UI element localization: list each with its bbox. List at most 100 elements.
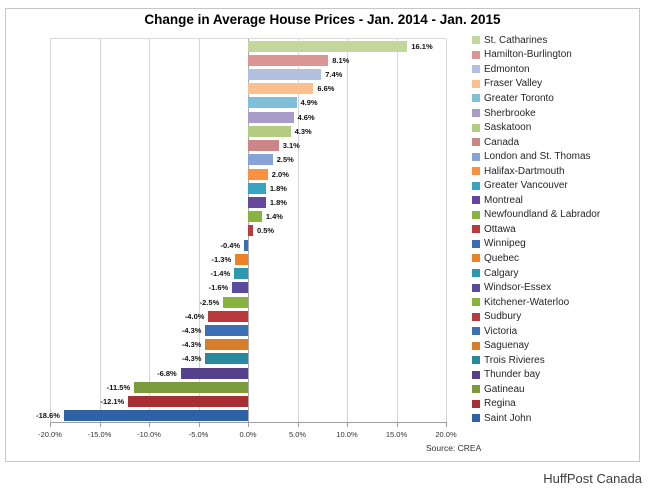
- legend-swatch: [472, 181, 480, 190]
- bar: [248, 154, 273, 166]
- bar-value-label: -4.0%: [184, 311, 205, 321]
- legend-swatch: [472, 385, 480, 394]
- bar-value-label: 8.1%: [332, 55, 350, 65]
- legend-label: Quebec: [484, 252, 520, 264]
- legend-label: Thunder bay: [484, 369, 541, 381]
- source-note: Source: CREA: [426, 443, 482, 453]
- bar-value-label: 4.9%: [300, 98, 318, 108]
- gridline: [446, 39, 447, 422]
- legend-swatch: [472, 356, 480, 365]
- x-axis-tick-label: -5.0%: [188, 430, 209, 439]
- bar-value-label: 7.4%: [325, 70, 343, 80]
- x-axis-tick-label: 10.0%: [336, 430, 358, 439]
- legend-swatch: [472, 94, 480, 103]
- x-axis-tick: [396, 423, 398, 427]
- bar-value-label: -0.4%: [220, 240, 241, 250]
- bar: [134, 381, 248, 393]
- gridline: [99, 39, 101, 422]
- gridline: [396, 39, 398, 422]
- bar-value-label: 1.8%: [269, 183, 287, 193]
- legend-item: Calgary: [472, 266, 640, 281]
- bar-value-label: -18.6%: [36, 411, 60, 421]
- bar-value-label: 3.1%: [282, 141, 300, 151]
- legend-label: Saint John: [484, 412, 532, 424]
- legend-label: Ottawa: [484, 223, 516, 235]
- legend-swatch: [472, 269, 480, 278]
- bar: [248, 97, 297, 109]
- credit-text: HuffPost Canada: [543, 471, 642, 486]
- bar: [248, 125, 291, 137]
- legend-label: Gatineau: [484, 383, 525, 395]
- bar-value-label: 1.8%: [269, 198, 287, 208]
- legend-label: Montreal: [484, 194, 523, 206]
- legend-swatch: [472, 283, 480, 292]
- bar: [232, 282, 248, 294]
- bar: [248, 54, 329, 66]
- bar: [205, 325, 248, 337]
- legend-item: Montreal: [472, 193, 640, 208]
- gridline: [198, 39, 200, 422]
- legend-label: Greater Vancouver: [484, 180, 568, 192]
- bar: [234, 268, 248, 280]
- legend-swatch: [472, 312, 480, 321]
- gridline: [149, 39, 150, 422]
- x-axis-line: [50, 422, 447, 423]
- legend-item: Trois Rivieres: [472, 353, 640, 368]
- legend-swatch: [472, 210, 480, 219]
- legend-item: Edmonton: [472, 62, 640, 77]
- bar: [248, 197, 266, 209]
- chart-frame: Change in Average House Prices - Jan. 20…: [5, 8, 640, 462]
- legend-item: Fraser Valley: [472, 77, 640, 92]
- bar: [248, 211, 262, 223]
- legend-swatch: [472, 370, 480, 379]
- bar: [248, 225, 253, 237]
- x-axis-tick: [198, 423, 200, 427]
- bar: [235, 253, 248, 265]
- chart-title: Change in Average House Prices - Jan. 20…: [144, 12, 501, 27]
- legend-item: Kitchener-Waterloo: [472, 295, 640, 310]
- legend-swatch: [472, 254, 480, 263]
- legend-swatch: [472, 414, 480, 423]
- legend-swatch: [472, 65, 480, 74]
- x-axis-tick: [347, 423, 348, 427]
- legend-item: Thunder bay: [472, 368, 640, 383]
- bar: [180, 367, 248, 379]
- legend-swatch: [472, 167, 480, 176]
- bar-value-label: -1.4%: [210, 269, 231, 279]
- x-axis-tick: [50, 423, 51, 427]
- legend-label: Canada: [484, 136, 520, 148]
- gridline: [297, 39, 299, 422]
- bar: [63, 410, 248, 422]
- legend-label: Windsor-Essex: [484, 282, 552, 294]
- bar: [248, 168, 268, 180]
- bar: [248, 83, 314, 95]
- bar-value-label: 6.6%: [317, 84, 335, 94]
- x-axis-tick-label: 20.0%: [435, 430, 457, 439]
- legend-item: Sherbrooke: [472, 106, 640, 121]
- legend-label: Sherbrooke: [484, 107, 536, 119]
- legend-item: Winnipeg: [472, 237, 640, 252]
- legend-item: Hamilton-Burlington: [472, 48, 640, 63]
- legend-label: Winnipeg: [484, 238, 526, 250]
- legend-item: Greater Toronto: [472, 91, 640, 106]
- legend-item: Windsor-Essex: [472, 280, 640, 295]
- bar-value-label: -2.5%: [199, 297, 220, 307]
- legend-swatch: [472, 341, 480, 350]
- legend-label: Halifax-Dartmouth: [484, 165, 565, 177]
- legend-item: Victoria: [472, 324, 640, 339]
- bar: [205, 339, 248, 351]
- bar: [128, 396, 248, 408]
- legend-swatch: [472, 109, 480, 117]
- bar: [205, 353, 248, 365]
- bar: [248, 111, 294, 123]
- legend-swatch: [472, 239, 480, 248]
- bar-value-label: -4.3%: [181, 340, 202, 350]
- legend-label: Victoria: [484, 325, 518, 337]
- x-axis-tick: [248, 423, 249, 427]
- legend-swatch: [472, 50, 480, 59]
- legend-label: Regina: [484, 398, 516, 410]
- x-axis-tick-label: -15.0%: [87, 430, 112, 439]
- gridline: [50, 39, 51, 422]
- bar-value-label: -12.1%: [100, 397, 125, 407]
- legend-swatch: [472, 36, 480, 45]
